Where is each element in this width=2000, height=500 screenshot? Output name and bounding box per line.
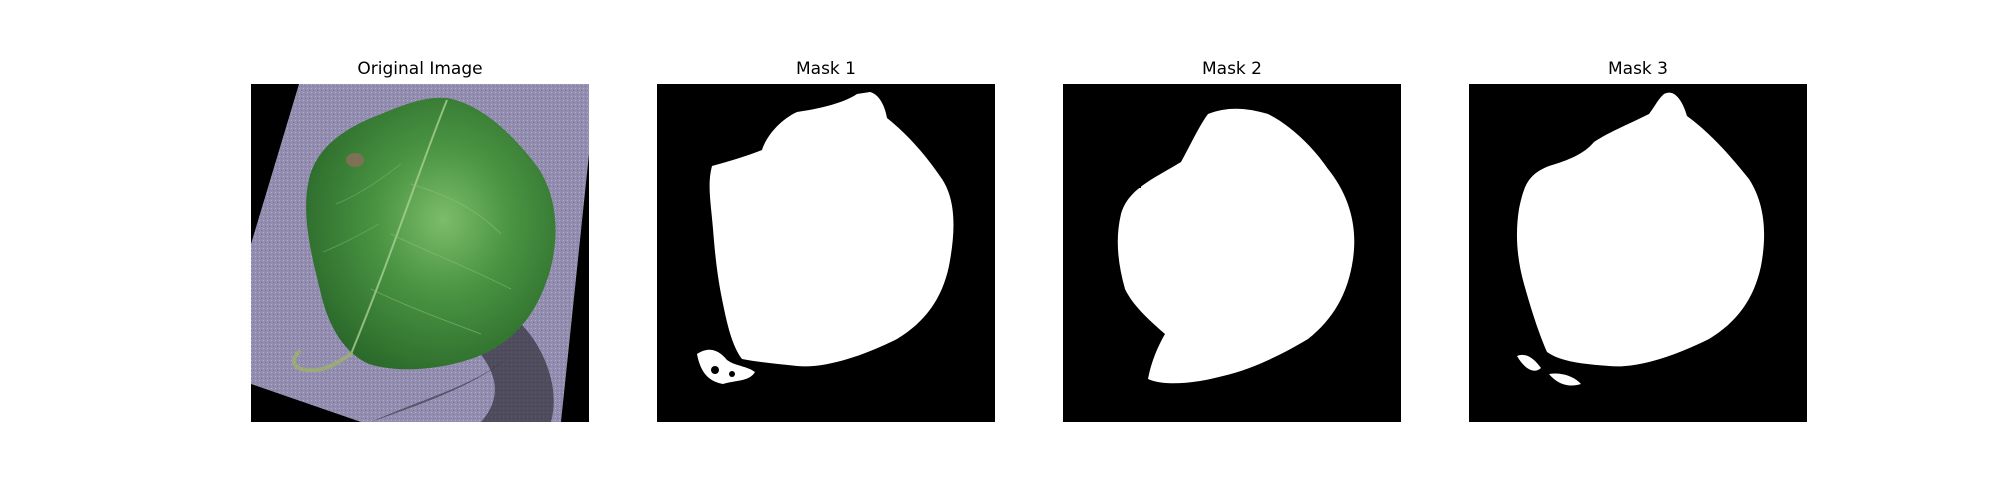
leaf-photo <box>251 84 589 422</box>
panel-title: Original Image <box>357 59 483 79</box>
leaf-midrib <box>350 99 448 355</box>
panel-title: Mask 1 <box>795 59 856 79</box>
mask-3-image <box>1469 84 1807 422</box>
original-image <box>251 84 589 422</box>
leaf-stem <box>292 350 353 373</box>
segmentation-mask <box>657 84 995 422</box>
panel-title: Mask 3 <box>1607 59 1668 79</box>
leaf <box>306 97 556 370</box>
panel-mask-3: Mask 3 <box>1469 58 1807 422</box>
segmentation-mask <box>1063 84 1401 422</box>
segmentation-mask <box>1469 84 1807 422</box>
panel-mask-2: Mask 2 <box>1063 58 1401 422</box>
panel-title: Mask 2 <box>1201 59 1262 79</box>
panel-original-image: Original Image <box>251 58 589 422</box>
mask-2-image <box>1063 84 1401 422</box>
leaf-spot <box>346 153 364 167</box>
mask-1-image <box>657 84 995 422</box>
panel-mask-1: Mask 1 <box>657 58 995 422</box>
